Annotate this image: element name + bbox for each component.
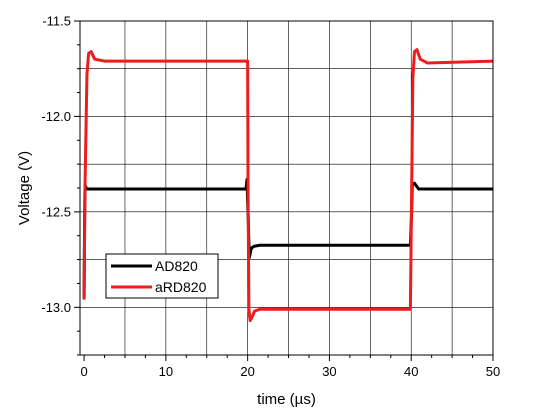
legend-entry-ad820: AD820: [155, 258, 198, 274]
y-tick-label: -12.5: [41, 204, 71, 219]
axis-ticks: [74, 20, 494, 361]
legend-box: [105, 253, 219, 299]
series-line-ard820: [82, 48, 494, 323]
x-tick-label: 20: [240, 364, 254, 379]
x-tick-labels: 0 10 20 30 40 50: [80, 364, 500, 379]
y-tick-labels: -11.5 -12.0 -12.5 -13.0: [41, 14, 71, 315]
x-tick-label: 50: [486, 364, 500, 379]
x-tick-label: 30: [322, 364, 336, 379]
x-tick-label: 10: [159, 364, 173, 379]
y-axis-label: Voltage (V): [16, 151, 33, 225]
y-tick-label: -11.5: [42, 14, 71, 29]
legend: AD820 aRD820: [105, 253, 219, 299]
y-tick-label: -13.0: [41, 300, 71, 315]
x-tick-label: 40: [404, 364, 418, 379]
series-lines: [82, 48, 494, 323]
y-tick-label: -12.0: [41, 109, 71, 124]
x-axis-label: time (µs): [257, 391, 316, 408]
legend-entry-ard820: aRD820: [155, 279, 207, 295]
x-tick-label: 0: [80, 364, 87, 379]
